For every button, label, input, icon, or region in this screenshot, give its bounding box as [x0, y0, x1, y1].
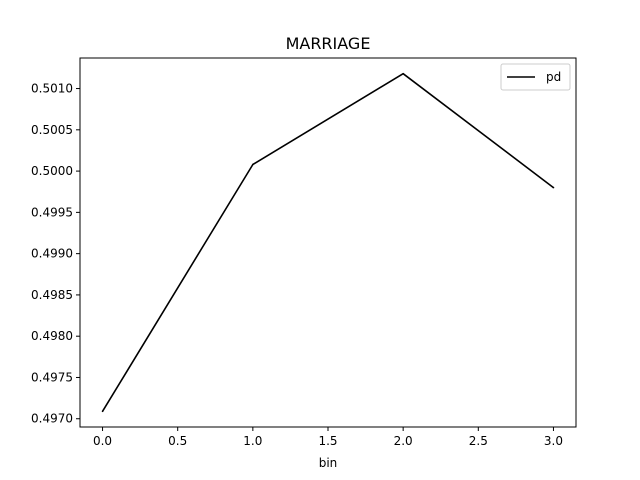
x-tick-label: 1.5	[318, 434, 337, 448]
data-point	[252, 163, 254, 166]
y-tick-label: 0.4980	[31, 329, 73, 343]
series-line-pd	[101, 72, 554, 412]
x-tick-label: 2.0	[394, 434, 413, 448]
data-point	[101, 410, 104, 413]
series-layer	[101, 72, 555, 413]
x-axis-label: bin	[319, 456, 338, 470]
x-tick-label: 0.5	[168, 434, 187, 448]
x-tick-label: 3.0	[544, 434, 563, 448]
legend: pd	[500, 63, 571, 91]
y-tick-label: 0.5000	[31, 164, 73, 178]
chart-title: MARRIAGE	[286, 34, 371, 53]
y-tick-label: 0.5010	[31, 82, 73, 96]
data-point	[552, 186, 555, 189]
x-tick-label: 1.0	[243, 434, 262, 448]
legend-entry-label: pd	[546, 70, 561, 84]
y-tick-label: 0.4985	[31, 288, 73, 302]
y-tick-label: 0.5005	[31, 123, 73, 137]
legend-box	[500, 63, 571, 91]
plot-area-frame	[79, 57, 577, 428]
data-point	[402, 72, 404, 75]
y-tick-label: 0.4995	[31, 205, 73, 219]
y-tick-label: 0.4990	[31, 247, 73, 261]
x-tick-label: 2.5	[469, 434, 488, 448]
y-tick-label: 0.4970	[31, 412, 73, 426]
x-tick-label: 0.0	[93, 434, 112, 448]
x-axis-ticks: 0.0 0.5 1.0 1.5 2.0 2.5 3.0	[93, 427, 563, 448]
y-tick-label: 0.4975	[31, 370, 73, 384]
y-axis-ticks: 0.4970 0.4975 0.4980 0.4985 0.4990 0.4995 0.50…	[31, 82, 80, 426]
